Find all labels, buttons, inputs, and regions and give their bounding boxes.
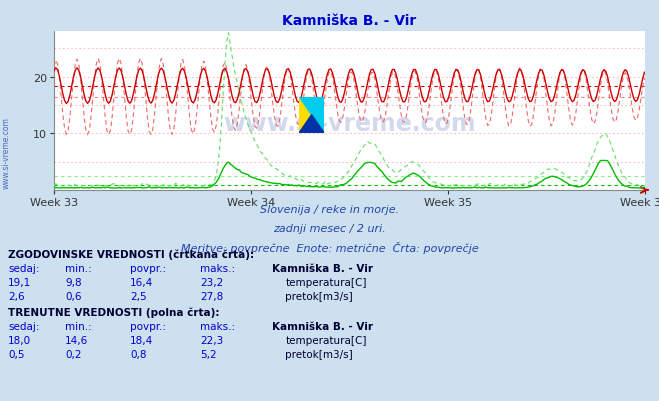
Text: temperatura[C]: temperatura[C] [285, 277, 367, 287]
Text: 0,5: 0,5 [8, 349, 24, 359]
Text: 2,6: 2,6 [8, 291, 24, 301]
Text: 0,6: 0,6 [65, 291, 82, 301]
Text: 9,8: 9,8 [65, 277, 82, 287]
Polygon shape [299, 97, 324, 134]
Polygon shape [299, 115, 324, 134]
Text: 5,2: 5,2 [200, 349, 217, 359]
Text: 0,2: 0,2 [65, 349, 82, 359]
Text: maks.:: maks.: [200, 321, 235, 331]
Text: Kamniška B. - Vir: Kamniška B. - Vir [272, 321, 373, 331]
Text: pretok[m3/s]: pretok[m3/s] [285, 291, 353, 301]
Text: Slovenija / reke in morje.: Slovenija / reke in morje. [260, 205, 399, 215]
Text: 14,6: 14,6 [65, 335, 88, 345]
Text: www.si-vreme.com: www.si-vreme.com [2, 117, 11, 188]
Text: povpr.:: povpr.: [130, 321, 166, 331]
Text: Meritve: povprečne  Enote: metrične  Črta: povprečje: Meritve: povprečne Enote: metrične Črta:… [181, 241, 478, 253]
Text: 22,3: 22,3 [200, 335, 223, 345]
Text: 18,0: 18,0 [8, 335, 31, 345]
Text: 19,1: 19,1 [8, 277, 31, 287]
Text: 18,4: 18,4 [130, 335, 154, 345]
Text: 23,2: 23,2 [200, 277, 223, 287]
Text: ZGODOVINSKE VREDNOSTI (črtkana črta):: ZGODOVINSKE VREDNOSTI (črtkana črta): [8, 249, 254, 259]
Text: sedaj:: sedaj: [8, 321, 40, 331]
Text: zadnji mesec / 2 uri.: zadnji mesec / 2 uri. [273, 224, 386, 234]
Text: TRENUTNE VREDNOSTI (polna črta):: TRENUTNE VREDNOSTI (polna črta): [8, 307, 219, 317]
Text: Kamniška B. - Vir: Kamniška B. - Vir [272, 263, 373, 273]
Text: povpr.:: povpr.: [130, 263, 166, 273]
Text: min.:: min.: [65, 321, 92, 331]
Text: pretok[m3/s]: pretok[m3/s] [285, 349, 353, 359]
Text: www.si-vreme.com: www.si-vreme.com [223, 112, 476, 136]
Text: temperatura[C]: temperatura[C] [285, 335, 367, 345]
Title: Kamniška B. - Vir: Kamniška B. - Vir [282, 14, 416, 28]
Text: sedaj:: sedaj: [8, 263, 40, 273]
Text: 0,8: 0,8 [130, 349, 146, 359]
Text: 2,5: 2,5 [130, 291, 146, 301]
Text: maks.:: maks.: [200, 263, 235, 273]
Polygon shape [299, 97, 324, 134]
Text: 16,4: 16,4 [130, 277, 154, 287]
Text: min.:: min.: [65, 263, 92, 273]
Text: 27,8: 27,8 [200, 291, 223, 301]
